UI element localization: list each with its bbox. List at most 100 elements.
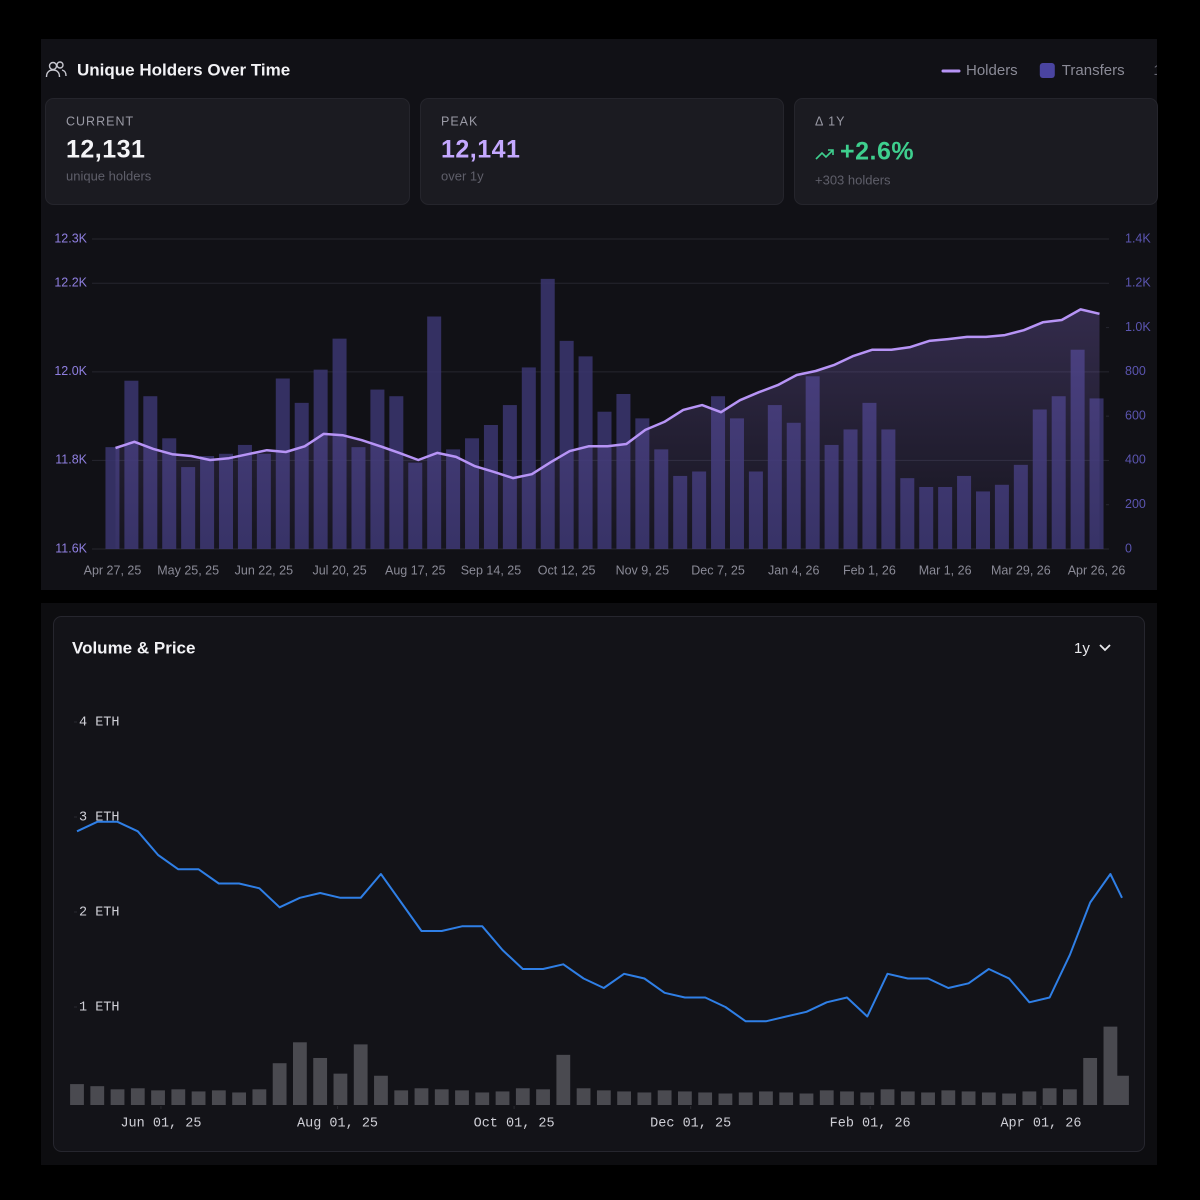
x-tick-label: Dec 7, 25: [691, 563, 745, 577]
x-tick-label: Jul 20, 25: [312, 563, 366, 577]
volume-bar: [333, 1073, 348, 1105]
volume-bar: [799, 1093, 814, 1105]
dropdown-chevron[interactable]: [1099, 644, 1111, 652]
price-line: [76, 820, 1123, 1023]
volume-bar: [921, 1092, 935, 1105]
volume-bar: [981, 1092, 996, 1105]
y-tick-label: 4 ETH: [79, 716, 120, 731]
legend-swatch: [1039, 63, 1055, 78]
trend-icon: [815, 149, 834, 160]
stat-card: [45, 98, 410, 205]
y2-tick-label: 1.2K: [1125, 276, 1151, 290]
volume-bar: [900, 1091, 915, 1105]
volume-bar: [272, 1063, 287, 1105]
volume-bar: [576, 1088, 591, 1105]
volume-bar: [677, 1091, 692, 1105]
volume-bar: [1002, 1093, 1017, 1105]
x-tick-label: Mar 1, 26: [919, 563, 972, 577]
volume-bar: [759, 1091, 773, 1105]
volume-bar: [1062, 1089, 1077, 1105]
volume-bar: [292, 1042, 307, 1105]
stat-note: +303 holders: [815, 172, 891, 187]
stat-note: over 1y: [441, 168, 484, 183]
y2-tick-label: 800: [1125, 364, 1146, 378]
stat-label: Δ 1Y: [815, 114, 845, 128]
legend-label: Holders: [966, 62, 1018, 79]
x-tick-label: May 25, 25: [157, 563, 219, 577]
range-selector[interactable]: 1y: [1074, 640, 1090, 657]
price-card: [53, 616, 1145, 1152]
panel-title: Unique Holders Over Time: [77, 60, 290, 79]
volume-bar: [1115, 1075, 1129, 1105]
x-tick-label: Apr 27, 25: [84, 563, 142, 577]
y-tick-label: 12.0K: [54, 364, 87, 378]
volume-bar: [961, 1091, 976, 1105]
volume-bar: [455, 1090, 469, 1105]
volume-bar: [637, 1092, 652, 1105]
volume-bar: [151, 1090, 165, 1105]
x-tick-label: Sep 14, 25: [461, 563, 522, 577]
volume-bar: [941, 1090, 956, 1105]
volume-bar: [718, 1093, 733, 1105]
stat-value: 12,141: [441, 136, 520, 164]
x-tick-label: Apr 26, 26: [1068, 563, 1126, 577]
y2-tick-label: 400: [1125, 453, 1146, 467]
volume-bar: [110, 1089, 125, 1105]
volume-bar: [596, 1090, 611, 1105]
volume-bar: [211, 1090, 226, 1105]
volume-bar: [252, 1089, 267, 1105]
stat-value: 12,131: [66, 136, 145, 164]
volume-bar: [1022, 1091, 1037, 1105]
stat-label: PEAK: [441, 114, 478, 128]
volume-bar: [394, 1090, 409, 1105]
x-tick-label: Oct 01, 25: [474, 1117, 555, 1132]
volume-bar: [1083, 1057, 1098, 1105]
volume-bar: [130, 1088, 145, 1105]
y2-tick-label: 1.0K: [1125, 320, 1151, 334]
stat-value: +2.6%: [840, 138, 914, 166]
volume-bar: [779, 1092, 794, 1105]
x-tick-label: Jun 01, 25: [120, 1117, 201, 1132]
volume-bar: [556, 1054, 571, 1105]
y-tick-label: 12.2K: [54, 276, 87, 290]
volume-bar: [880, 1089, 895, 1105]
volume-bar: [191, 1091, 206, 1105]
stat-label: CURRENT: [66, 114, 134, 128]
x-tick-label: Apr 01, 26: [1000, 1117, 1081, 1132]
holders-area: [115, 309, 1100, 549]
volume-bar: [232, 1092, 247, 1105]
y2-tick-label: 0: [1125, 541, 1132, 555]
volume-bar: [90, 1086, 105, 1105]
volume-bar: [171, 1089, 186, 1105]
volume-bar: [70, 1084, 84, 1105]
y-tick-label: 3 ETH: [79, 811, 120, 826]
volume-bar: [860, 1092, 875, 1105]
y-tick-label: 11.8K: [55, 453, 87, 467]
y2-tick-label: 1.4K: [1125, 231, 1151, 245]
stat-card: [420, 98, 784, 205]
holders-line: [115, 308, 1100, 480]
range-label: 1y: [1153, 62, 1169, 79]
volume-bar: [353, 1044, 368, 1105]
x-tick-label: Dec 01, 25: [650, 1117, 731, 1132]
volume-bar: [1042, 1088, 1057, 1105]
x-tick-label: Feb 01, 26: [830, 1117, 911, 1132]
y2-tick-label: 200: [1125, 497, 1146, 511]
y2-tick-label: 600: [1125, 408, 1146, 422]
volume-bar: [374, 1075, 388, 1105]
y-tick-label: 2 ETH: [79, 906, 120, 921]
volume-bar: [536, 1089, 550, 1105]
volume-bar: [1103, 1026, 1118, 1105]
y-tick-label: 1 ETH: [79, 1001, 120, 1016]
y-tick-label: 11.6K: [55, 541, 87, 555]
volume-bar: [819, 1090, 834, 1105]
volume-bar: [414, 1088, 429, 1105]
legend-label: Transfers: [1062, 62, 1125, 79]
stat-note: unique holders: [66, 168, 152, 183]
y-tick-label: 12.3K: [54, 231, 87, 245]
x-tick-label: Aug 01, 25: [297, 1117, 378, 1132]
volume-bar: [434, 1089, 449, 1105]
x-tick-label: Oct 12, 25: [538, 563, 596, 577]
holders-icon: [45, 61, 67, 78]
